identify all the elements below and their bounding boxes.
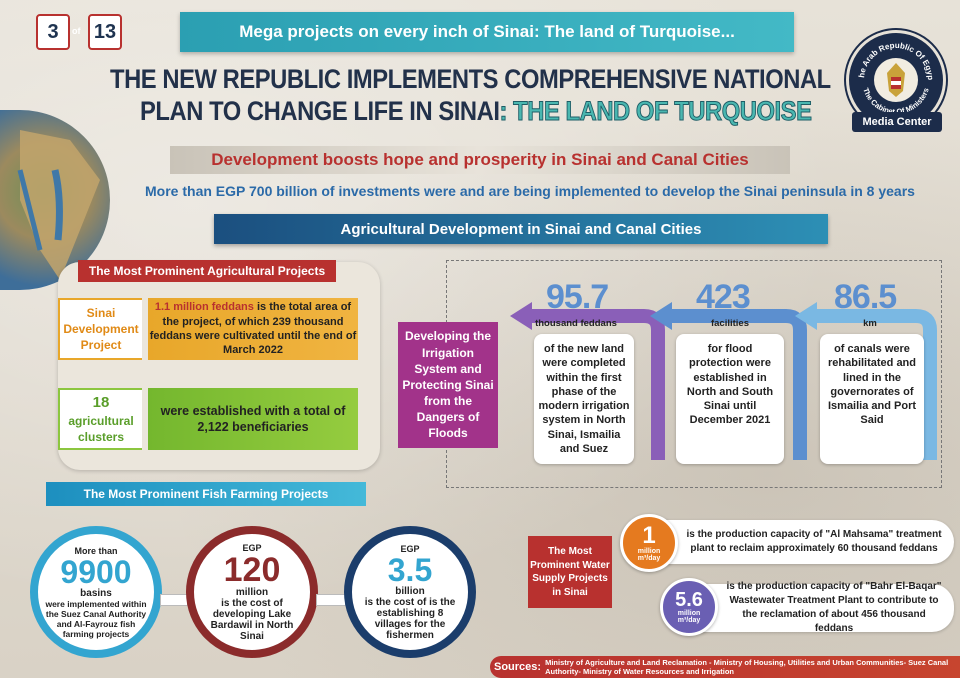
development-heading: Development boosts hope and prosperity i…: [170, 146, 790, 174]
fish-connector-2: [316, 594, 346, 606]
irrigation-value-2: 423: [696, 278, 751, 316]
investment-text: More than EGP 700 billion of investments…: [145, 183, 915, 199]
cabinet-seal-icon: The Arab Republic Of Egypt The Cabinet O…: [846, 26, 946, 130]
water-circle-1: 1 million m³/day: [620, 514, 678, 572]
arrow-lightblue-head: [795, 302, 817, 330]
fish-projects-label: The Most Prominent Fish Farming Projects: [46, 482, 366, 506]
main-title-line2: PLAN TO CHANGE LIFE IN SINAI: THE LAND O…: [140, 96, 812, 127]
page-current: 3: [36, 14, 70, 50]
fish-villages-circle: EGP 3.5 billion is the cost of is the es…: [344, 526, 476, 658]
irrigation-value-1: 95.7: [546, 278, 609, 316]
agri-projects-label: The Most Prominent Agricultural Projects: [78, 260, 336, 282]
sources-label: Sources:: [494, 661, 542, 673]
irrigation-unit-1: thousand feddans: [535, 318, 617, 329]
arrow-lightblue: [815, 309, 937, 460]
agri-clusters-tag: 18 agricultural clusters: [58, 388, 142, 450]
media-center-label: Media Center: [852, 112, 942, 132]
water-projects-label: The Most Prominent Water Supply Projects…: [528, 536, 612, 608]
page-of: of: [72, 26, 81, 36]
water-row-2: is the production capacity of "Bahr El-B…: [680, 581, 954, 634]
agricultural-section-title: Agricultural Development in Sinai and Ca…: [214, 214, 828, 244]
agri-clusters-desc: were established with a total of 2,122 b…: [148, 388, 358, 450]
sinai-development-desc: 1.1 million feddans is the total area of…: [148, 298, 358, 360]
irrigation-card-2: for flood protection were established in…: [676, 334, 784, 464]
fish-bardawil-circle: EGP 120 million is the cost of developin…: [186, 526, 318, 658]
page-total: 13: [88, 14, 122, 50]
sinai-development-tag: Sinai Development Project: [58, 298, 142, 360]
main-title-line1: THE NEW REPUBLIC IMPLEMENTS COMPREHENSIV…: [110, 64, 831, 94]
irrigation-unit-2: facilities: [710, 318, 750, 329]
irrigation-card-1: of the new land were completed within th…: [534, 334, 634, 464]
irrigation-arrows: [510, 302, 937, 460]
arrow-blue-head: [650, 302, 672, 330]
water-circle-2: 5.6 million m³/day: [660, 578, 718, 636]
water-row-1: is the production capacity of "Al Mahsam…: [640, 520, 954, 564]
arrow-purple: [530, 309, 665, 460]
top-banner: Mega projects on every inch of Sinai: Th…: [180, 12, 794, 52]
fish-connector-1: [160, 594, 188, 606]
sources-bar: Sources: Ministry of Agriculture and Lan…: [490, 656, 960, 678]
arrow-purple-head: [510, 302, 532, 330]
irrigation-label: Developing the Irrigation System and Pro…: [398, 322, 498, 448]
irrigation-card-3: of canals were rehabilitated and lined i…: [820, 334, 924, 464]
sources-text: Ministry of Agriculture and Land Reclama…: [545, 658, 949, 676]
irrigation-unit-3: km: [863, 318, 877, 329]
fish-basins-circle: More than 9900 basins were implemented w…: [30, 526, 162, 658]
irrigation-value-3: 86.5: [834, 278, 897, 316]
arrow-blue: [670, 309, 807, 460]
